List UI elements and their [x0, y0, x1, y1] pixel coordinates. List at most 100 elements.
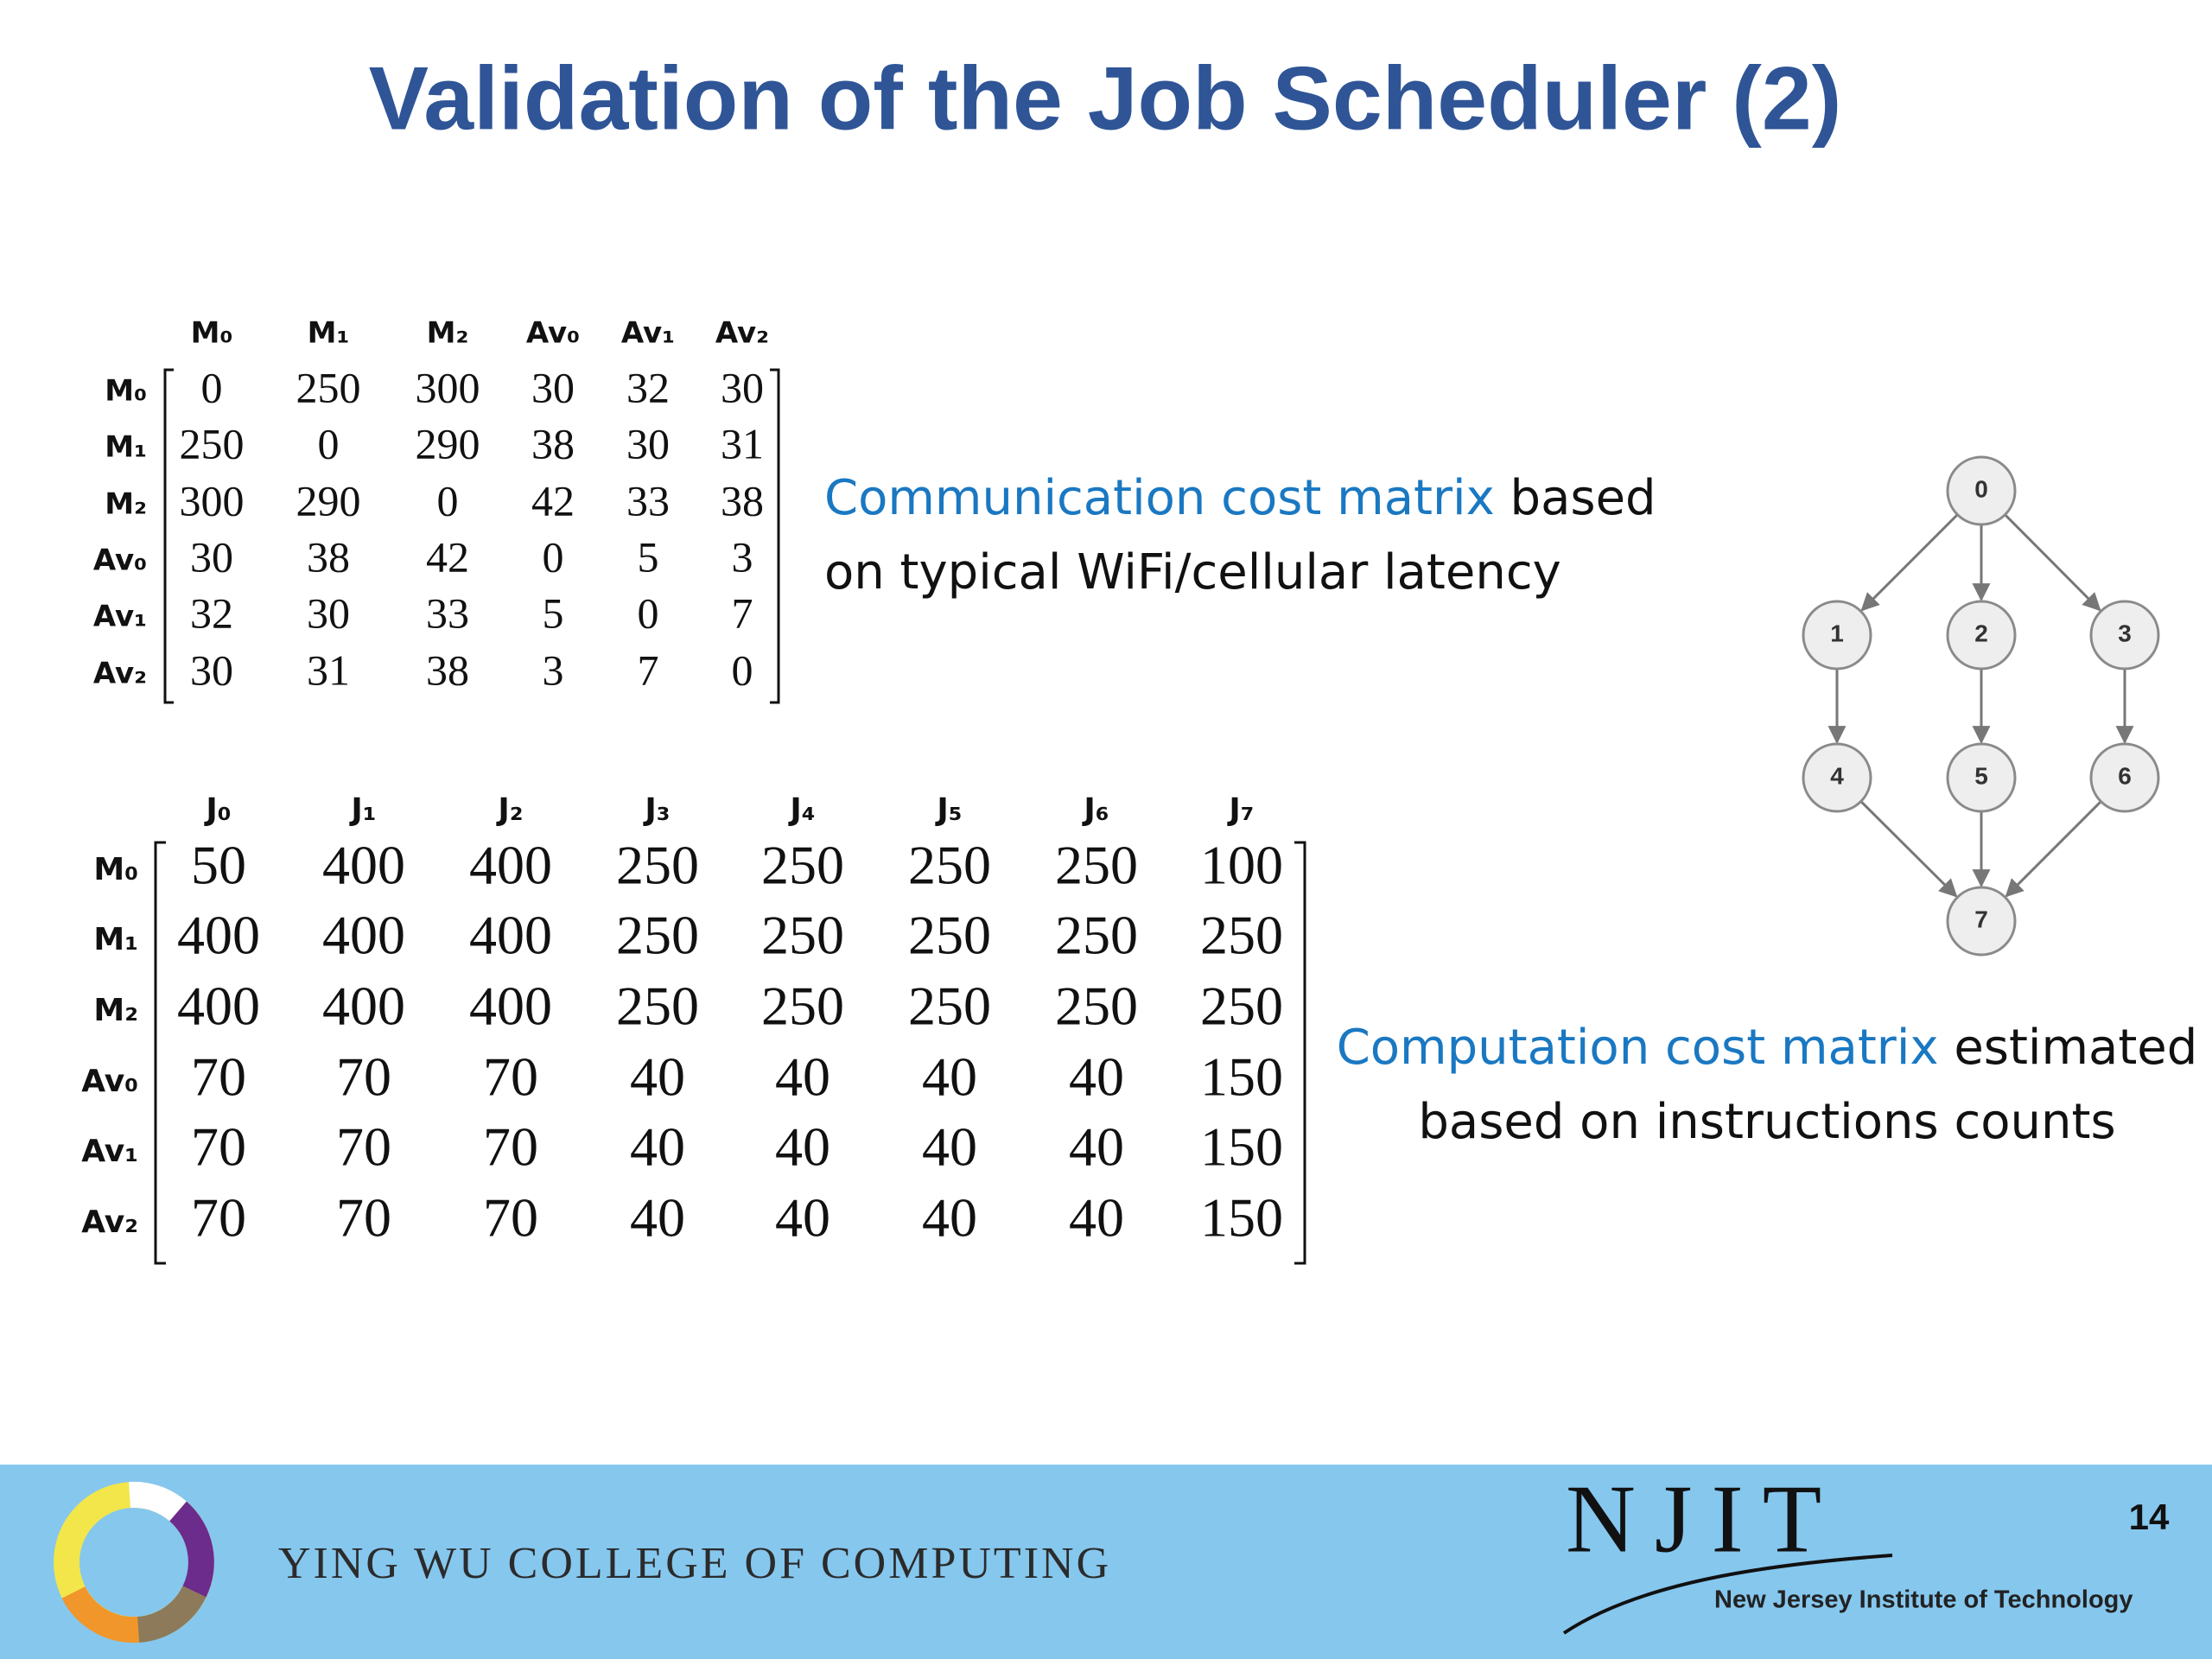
- matrix-cell: 40: [922, 1187, 977, 1249]
- matrix-cell: 150: [1200, 1187, 1283, 1249]
- column-header: Av₂: [715, 316, 769, 351]
- matrix-cell: 32: [190, 588, 233, 637]
- college-logo: [54, 1481, 214, 1643]
- matrix-cell: 70: [191, 1046, 246, 1108]
- caption-line: Communication cost matrix based: [824, 461, 1656, 536]
- matrix-cell: 3: [732, 532, 753, 581]
- matrix-cell: 400: [322, 976, 405, 1037]
- bracket: [154, 841, 1306, 1265]
- column-header: M₁: [308, 316, 350, 351]
- column-header: J₁: [348, 792, 376, 828]
- caption-line: on typical WiFi/cellular latency: [824, 544, 1561, 601]
- column-header: Av₀: [526, 316, 580, 351]
- matrix-cell: 33: [426, 588, 469, 637]
- graph-node: [1946, 455, 2017, 526]
- logo-segment: [129, 1481, 187, 1522]
- row-header: Av₁: [81, 1134, 138, 1169]
- row-header: M₀: [93, 852, 138, 887]
- matrix-cell: 0: [318, 419, 340, 467]
- matrix-cell: 0: [543, 532, 564, 581]
- caption-line: Computation cost matrix estimated: [1322, 1011, 2212, 1085]
- matrix-cell: 38: [426, 645, 469, 694]
- matrix-cell: 0: [201, 363, 223, 411]
- matrix-cell: 250: [1055, 835, 1138, 896]
- matrix-cell: 150: [1200, 1116, 1283, 1178]
- matrix-cell: 40: [1069, 1187, 1124, 1249]
- matrix-cell: 0: [732, 645, 753, 694]
- matrix-cell: 250: [761, 905, 844, 966]
- matrix-cell: 40: [775, 1116, 830, 1178]
- matrix-cell: 400: [177, 905, 260, 966]
- row-header: Av₂: [81, 1205, 138, 1240]
- column-header: J₂: [495, 792, 523, 828]
- node-label: 1: [1830, 620, 1844, 646]
- matrix-cell: 250: [1055, 976, 1138, 1037]
- matrix-cell: 40: [630, 1187, 685, 1249]
- caption-text: estimated: [1954, 1020, 2198, 1076]
- caption-text: based: [1510, 470, 1656, 526]
- matrix-cell: 40: [922, 1046, 977, 1108]
- matrix-cell: 250: [1055, 905, 1138, 966]
- graph-node: [1946, 600, 2017, 671]
- matrix-cell: 400: [322, 835, 405, 896]
- column-header: J₇: [1226, 792, 1254, 828]
- logo-segment: [168, 1501, 214, 1598]
- matrix-cell: 70: [483, 1116, 538, 1178]
- matrix-cell: 31: [307, 645, 350, 694]
- column-header: J₅: [934, 792, 962, 828]
- matrix-cell: 40: [775, 1046, 830, 1108]
- matrix-cell: 40: [775, 1187, 830, 1249]
- column-header: M₀: [191, 316, 233, 351]
- matrix-cell: 400: [469, 976, 552, 1037]
- matrix-cell: 150: [1200, 1046, 1283, 1108]
- slide-title: Validation of the Job Scheduler (2): [369, 48, 1842, 149]
- matrix-cell: 70: [336, 1187, 391, 1249]
- matrix-cell: 70: [191, 1187, 246, 1249]
- matrix-cell: 250: [908, 976, 991, 1037]
- matrix-cell: 250: [616, 976, 699, 1037]
- matrix-cell: 250: [761, 976, 844, 1037]
- matrix-cell: 40: [630, 1046, 685, 1108]
- matrix-cell: 3: [543, 645, 564, 694]
- matrix-cell: 42: [426, 532, 469, 581]
- matrix-cell: 50: [191, 835, 246, 896]
- matrix-cell: 31: [721, 419, 764, 467]
- task-graph: 0 1 2 3 4 5 6 7: [1802, 455, 2160, 957]
- matrix-cell: 100: [1200, 835, 1283, 896]
- matrix-cell: 250: [908, 835, 991, 896]
- logo-segment: [61, 1586, 139, 1643]
- bracket: [163, 368, 780, 704]
- node-label: 7: [1974, 906, 1988, 932]
- row-header: Av₀: [93, 543, 147, 578]
- njit-logo-text: NJIT: [1566, 1466, 1840, 1573]
- graph-node: [2089, 600, 2160, 671]
- caption-highlight: Communication cost matrix: [824, 470, 1495, 526]
- matrix-cell: 70: [336, 1116, 391, 1178]
- row-header: M₁: [105, 430, 147, 465]
- row-header: Av₀: [81, 1064, 138, 1099]
- logo-segment: [137, 1585, 207, 1643]
- column-header: J₀: [203, 792, 231, 828]
- column-header: J₆: [1081, 792, 1109, 828]
- matrix-cell: 250: [296, 363, 361, 411]
- matrix-cell: 38: [721, 476, 764, 524]
- matrix-cell: 70: [336, 1046, 391, 1108]
- matrix-cell: 30: [721, 363, 764, 411]
- row-header: M₂: [93, 993, 138, 1028]
- matrix-cell: 250: [761, 835, 844, 896]
- matrix-cell: 250: [180, 419, 245, 467]
- matrix-cell: 300: [416, 363, 480, 411]
- node-label: 6: [2118, 762, 2132, 789]
- communication-caption: Communication cost matrix based on typic…: [824, 461, 1656, 610]
- row-header: M₀: [105, 374, 147, 409]
- graph-node: [1946, 886, 2017, 957]
- matrix-cell: 38: [531, 419, 575, 467]
- matrix-cell: 7: [732, 588, 753, 637]
- matrix-cell: 250: [908, 905, 991, 966]
- matrix-cell: 70: [483, 1187, 538, 1249]
- node-label: 3: [2118, 620, 2132, 646]
- graph-node: [1802, 600, 1872, 671]
